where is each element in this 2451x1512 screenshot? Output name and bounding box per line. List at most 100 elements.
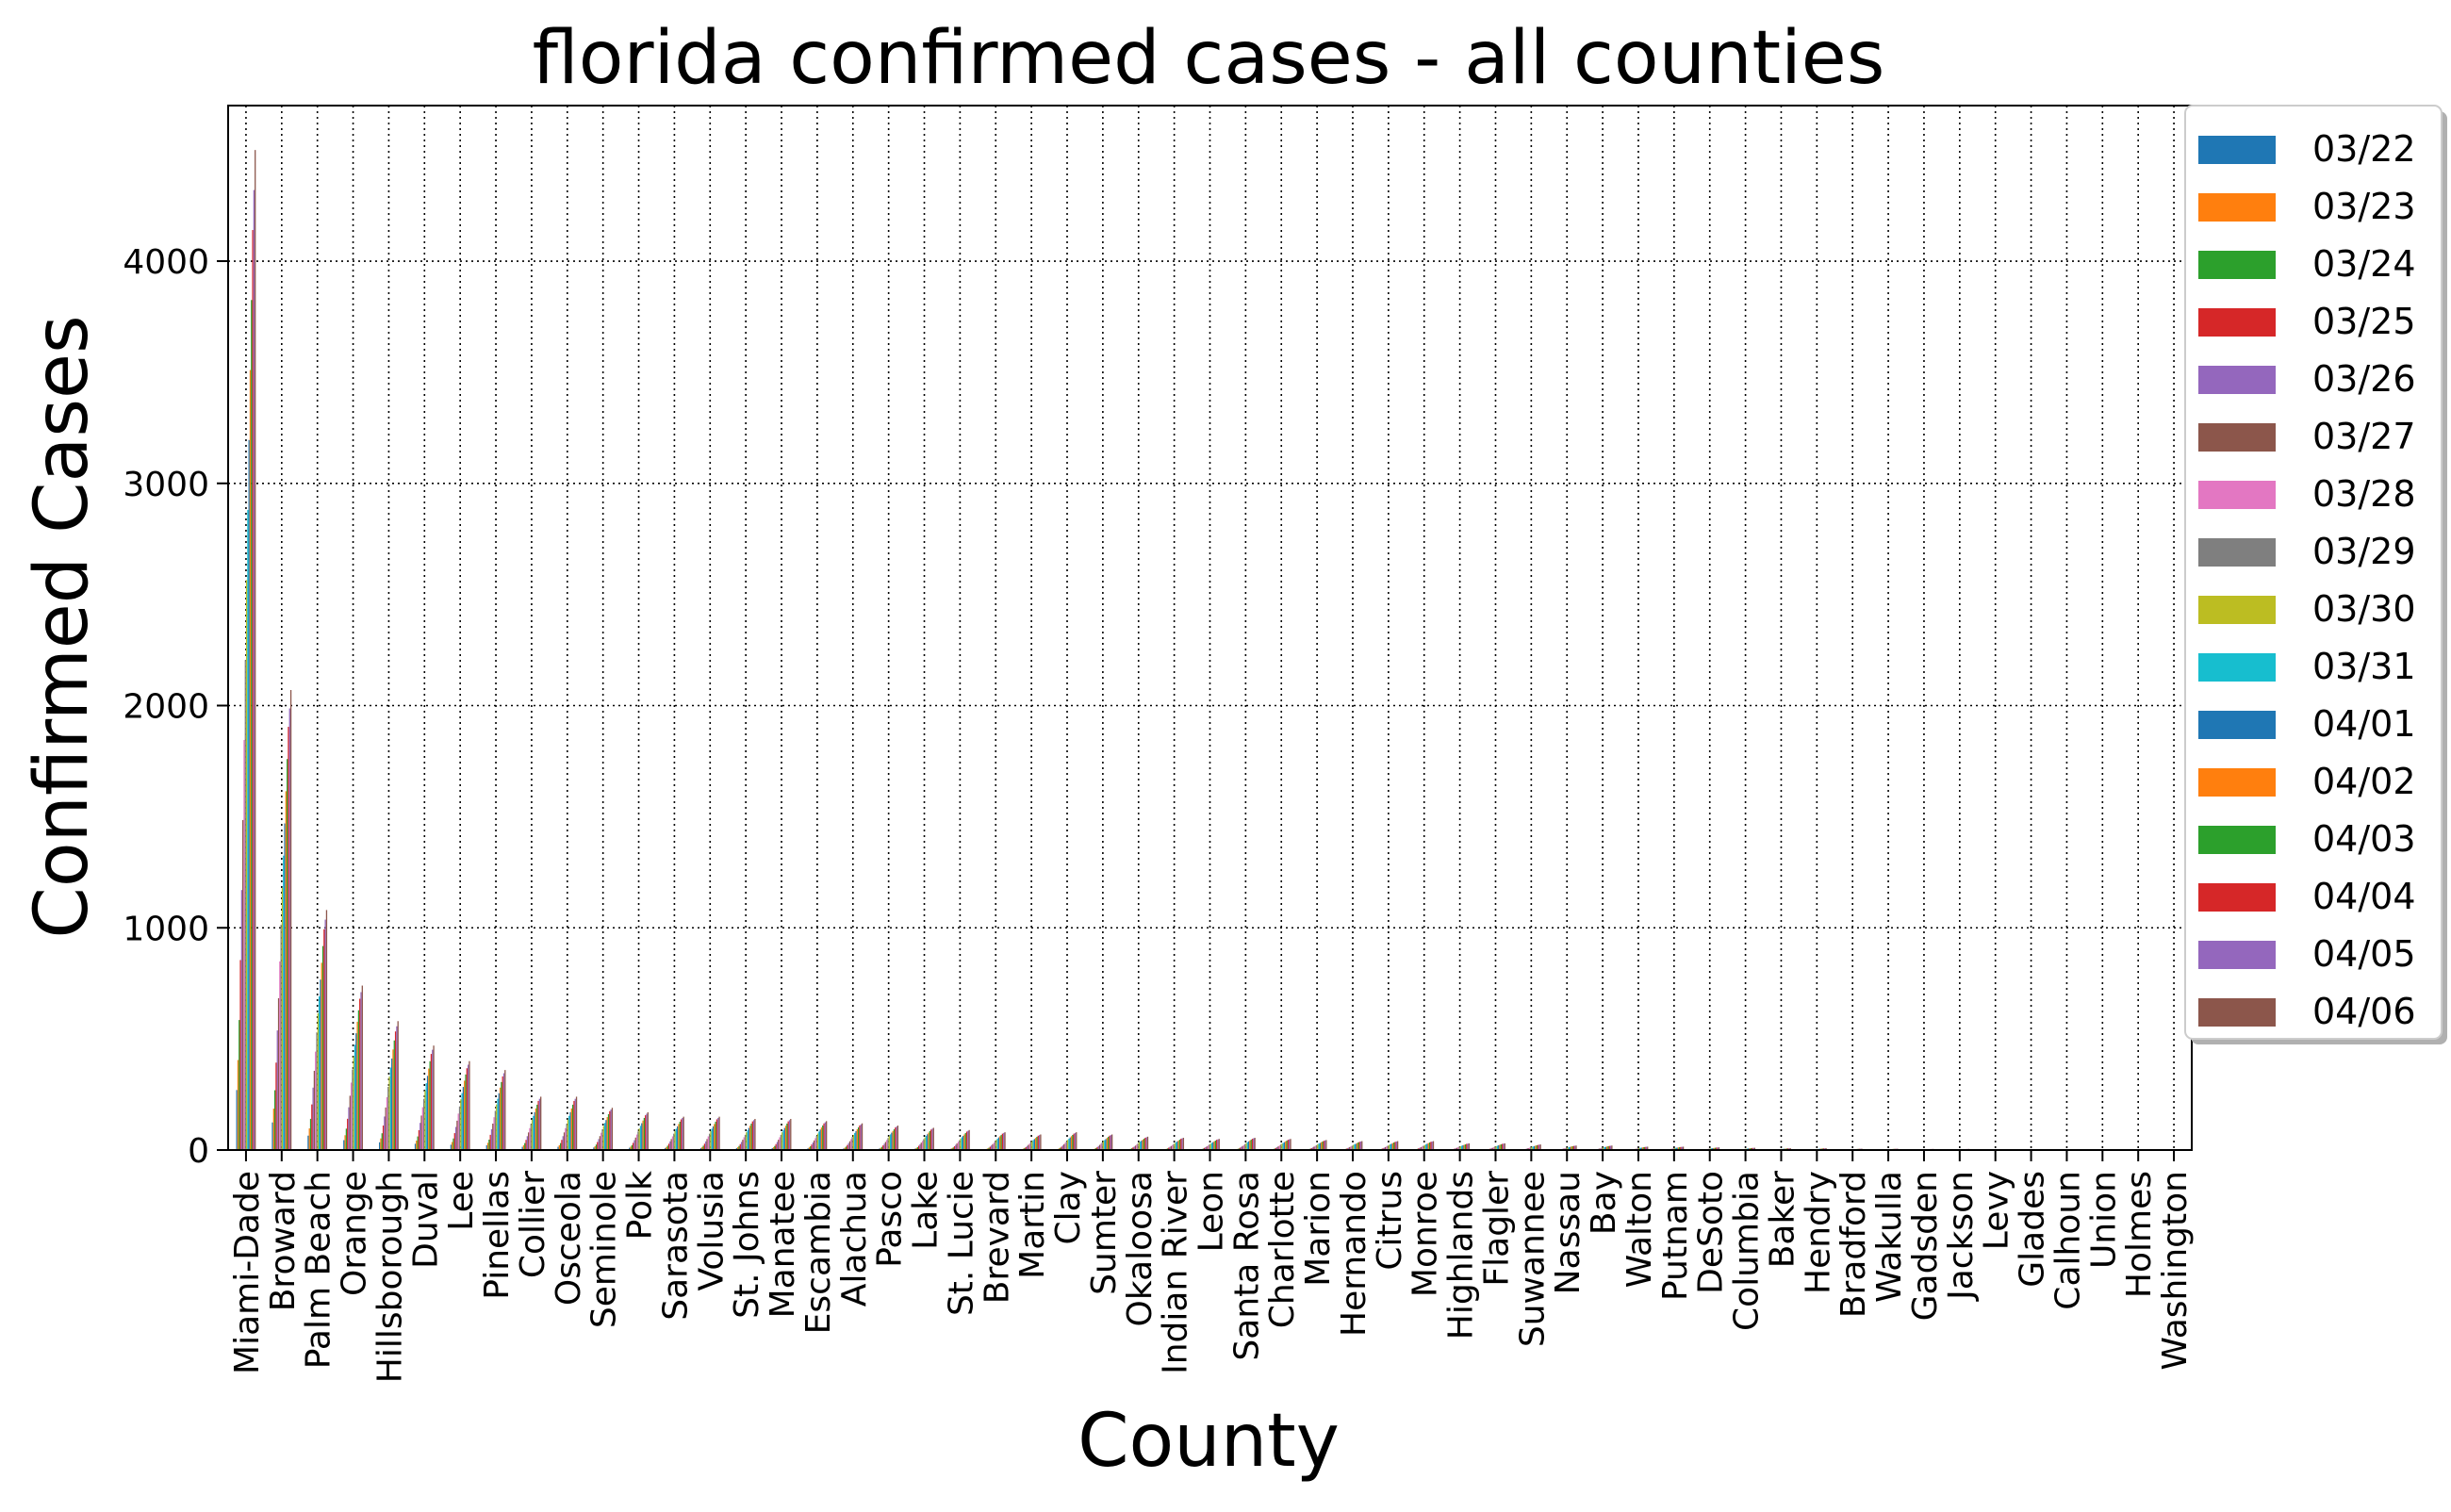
bar	[609, 1111, 610, 1150]
bar	[319, 996, 320, 1150]
legend-swatch	[2198, 711, 2276, 739]
bar	[683, 1117, 684, 1150]
bar	[922, 1141, 923, 1150]
bar	[1216, 1140, 1217, 1150]
bar	[714, 1124, 715, 1150]
bar	[1108, 1137, 1109, 1150]
bar	[246, 580, 247, 1150]
legend-label: 04/04	[2312, 876, 2416, 917]
bar	[790, 1119, 791, 1150]
bar	[612, 1108, 613, 1150]
bar	[788, 1122, 789, 1150]
bar	[1324, 1141, 1325, 1150]
bar	[500, 1088, 501, 1150]
bar	[956, 1143, 957, 1150]
bar	[1325, 1140, 1326, 1150]
bar	[468, 1064, 469, 1150]
x-tick-label: Wakulla	[1870, 1171, 1909, 1303]
bar	[848, 1143, 849, 1150]
bar	[394, 1041, 395, 1150]
bar	[779, 1137, 780, 1150]
x-tick-label: Citrus	[1371, 1171, 1409, 1271]
bar	[1289, 1140, 1290, 1150]
bar	[1252, 1139, 1253, 1150]
bar	[603, 1126, 604, 1150]
bar	[271, 1123, 272, 1150]
bar	[315, 1052, 316, 1150]
bar	[1320, 1142, 1321, 1150]
bar	[459, 1107, 460, 1150]
x-tick-label: Lake	[907, 1171, 946, 1250]
bar	[1212, 1142, 1213, 1150]
x-tick-label: Brevard	[978, 1171, 1016, 1304]
bar	[326, 910, 327, 1150]
bar	[576, 1096, 577, 1150]
bar	[432, 1050, 433, 1150]
bar	[487, 1142, 488, 1150]
bar	[273, 1109, 274, 1150]
bar	[966, 1131, 967, 1150]
bar	[641, 1124, 642, 1150]
grid-lines	[228, 106, 2192, 1150]
bar	[886, 1140, 887, 1150]
bar	[1139, 1142, 1140, 1150]
bar	[745, 1135, 746, 1150]
bar	[635, 1138, 636, 1150]
bar	[499, 1093, 500, 1150]
bar	[362, 986, 363, 1150]
bar	[433, 1045, 434, 1150]
bar	[754, 1119, 755, 1150]
bar	[279, 961, 280, 1150]
bar	[708, 1137, 709, 1150]
bar	[931, 1128, 932, 1150]
bar	[388, 1076, 389, 1150]
bar	[465, 1075, 466, 1150]
x-tick-label: Columbia	[1728, 1171, 1767, 1331]
bar	[430, 1061, 431, 1150]
bar	[533, 1116, 534, 1150]
bar	[1040, 1134, 1041, 1150]
bar	[1290, 1139, 1291, 1150]
x-tick-label: Union	[2084, 1171, 2123, 1269]
x-tick-label: Broward	[264, 1171, 303, 1311]
bar	[885, 1142, 886, 1150]
bar	[1068, 1139, 1069, 1150]
bar	[1100, 1143, 1101, 1150]
bar	[967, 1131, 968, 1150]
bar	[1104, 1140, 1105, 1150]
bar	[497, 1099, 498, 1150]
bar	[601, 1129, 602, 1150]
bar	[713, 1126, 714, 1150]
legend-label: 03/23	[2312, 186, 2416, 227]
bar	[1283, 1142, 1284, 1150]
bar	[1288, 1140, 1289, 1150]
x-tick-label: Sumter	[1085, 1171, 1124, 1295]
bar	[927, 1134, 928, 1150]
bar	[250, 370, 251, 1150]
bar	[286, 791, 287, 1150]
bar	[504, 1070, 505, 1150]
legend-swatch	[2198, 308, 2276, 337]
legend-label: 04/02	[2312, 761, 2416, 802]
bar	[380, 1139, 381, 1150]
bar	[749, 1126, 750, 1150]
bar	[853, 1135, 854, 1150]
bar	[242, 820, 243, 1150]
bar	[887, 1138, 888, 1150]
bar	[925, 1138, 926, 1150]
bar	[461, 1093, 462, 1150]
bar	[928, 1133, 929, 1150]
bar	[1183, 1138, 1184, 1150]
bar	[351, 1082, 352, 1150]
bar	[1253, 1139, 1254, 1150]
bar	[645, 1115, 646, 1150]
bar	[826, 1121, 827, 1150]
bar	[1039, 1135, 1040, 1150]
bar	[1137, 1143, 1138, 1150]
legend: 03/2203/2303/2403/2503/2603/2703/2803/29…	[2185, 106, 2447, 1044]
bar	[420, 1115, 421, 1150]
bar	[1430, 1142, 1431, 1150]
bar	[565, 1128, 566, 1150]
x-tick-label: Marion	[1299, 1171, 1338, 1287]
